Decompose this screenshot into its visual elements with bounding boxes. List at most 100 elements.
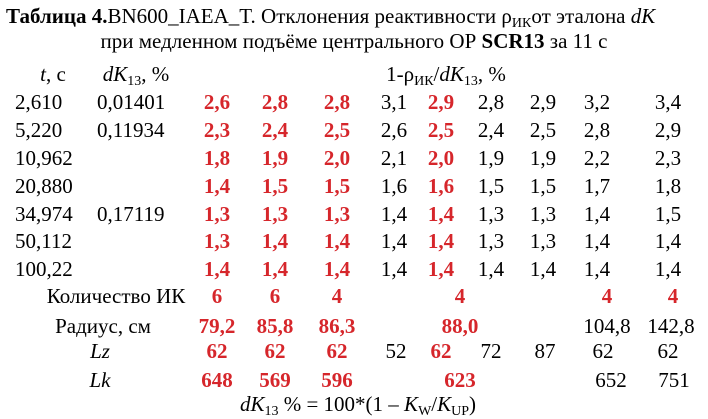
time-cell: 2,610: [15, 90, 63, 114]
value-cell: 1,3: [261, 202, 289, 226]
value-cell: 1,9: [261, 146, 289, 170]
value-cell: 1,4: [427, 202, 455, 226]
value-cell: 2,8: [583, 118, 611, 142]
radius-label: Радиус, см: [55, 314, 151, 338]
header-rho: 1-ρ: [386, 62, 415, 86]
title-line2-text: при медленном подъёме центрального ОР: [100, 29, 482, 53]
header-rho-unit: , %: [477, 62, 506, 86]
formula-kup-subscript: UP: [451, 404, 470, 419]
lk-cell: 623: [444, 368, 476, 392]
lz-cell: 72: [480, 339, 502, 363]
value-cell: 1,4: [654, 257, 682, 281]
value-cell: 2,1: [380, 146, 408, 170]
formula-dk: dK: [239, 392, 265, 416]
lk-cell: 648: [201, 368, 233, 392]
radius-cell: 104,8: [583, 314, 631, 338]
value-cell: 1,5: [477, 174, 505, 198]
rod-name: SCR13: [481, 29, 545, 53]
header-time: t, с: [40, 64, 66, 85]
value-cell: 1,4: [380, 202, 408, 226]
value-cell: 1,8: [654, 174, 682, 198]
time-cell: 50,112: [15, 229, 72, 253]
header-deviation: 1-ρИК/dK13, %: [386, 62, 506, 89]
header-rho-dk: dK: [439, 62, 464, 86]
formula-kw-subscript: W: [418, 404, 432, 419]
table-name: BN600_IAEA_T: [107, 4, 251, 28]
lz-cell: 62: [264, 339, 286, 363]
value-cell: 1,5: [529, 174, 557, 198]
value-cell: 1,9: [477, 146, 505, 170]
value-cell: 1,4: [583, 202, 611, 226]
count-cell: 6: [269, 284, 281, 308]
value-cell: 1,3: [529, 202, 557, 226]
dk-symbol: dK: [630, 4, 656, 28]
value-cell: 2,5: [529, 118, 557, 142]
value-cell: 1,4: [261, 257, 289, 281]
value-cell: 1,4: [323, 229, 351, 253]
value-cell: 3,4: [654, 90, 682, 114]
radius-cell: 85,8: [256, 314, 294, 338]
lz-cell: 62: [430, 339, 452, 363]
table-title-line2: при медленном подъёме центрального ОР SC…: [101, 31, 608, 52]
value-cell: 2,0: [323, 146, 351, 170]
value-cell: 2,3: [203, 118, 231, 142]
header-rho-dk-subscript: 13: [463, 74, 478, 89]
count-label: Количество ИК: [46, 284, 186, 308]
value-cell: 1,4: [427, 229, 455, 253]
time-cell: 20,880: [15, 174, 73, 198]
value-cell: 1,7: [583, 174, 611, 198]
count-cell: 4: [601, 284, 613, 308]
value-cell: 1,4: [583, 257, 611, 281]
header-dk-symbol: dK: [102, 62, 128, 86]
header-dk-unit: , %: [141, 62, 170, 86]
value-cell: 1,4: [203, 257, 231, 281]
title-description: . Отклонения реактивности ρ: [250, 4, 512, 28]
formula: dK13 % = 100*(1 – KW/KUP): [239, 392, 477, 419]
dk-cell: 0,11934: [97, 118, 165, 142]
value-cell: 2,9: [654, 118, 682, 142]
value-cell: 1,4: [380, 257, 408, 281]
value-cell: 1,4: [323, 257, 351, 281]
value-cell: 1,4: [380, 229, 408, 253]
lz-cell: 62: [657, 339, 679, 363]
radius-cell: 88,0: [441, 314, 479, 338]
lz-label: Lz: [90, 339, 110, 363]
value-cell: 2,4: [261, 118, 289, 142]
lz-cell: 87: [534, 339, 556, 363]
header-rho-subscript: ИК: [414, 74, 434, 89]
time-cell: 10,962: [15, 146, 73, 170]
rho-subscript: ИК: [511, 16, 532, 31]
header-dk: dK13, %: [102, 62, 170, 89]
lk-cell: 751: [658, 368, 690, 392]
count-cell: 4: [454, 284, 466, 308]
value-cell: 1,4: [529, 257, 557, 281]
formula-slash: /: [431, 392, 438, 416]
time-cell: 100,22: [15, 257, 73, 281]
lz-cell: 52: [385, 339, 407, 363]
time-cell: 34,974: [15, 202, 73, 226]
radius-cell: 86,3: [318, 314, 356, 338]
header-time-symbol: t: [40, 62, 47, 86]
value-cell: 1,4: [261, 229, 289, 253]
title-description-tail: от эталона: [531, 4, 631, 28]
count-cell: 4: [331, 284, 343, 308]
value-cell: 1,4: [477, 257, 505, 281]
dk-cell: 0,17119: [97, 202, 165, 226]
value-cell: 1,4: [203, 174, 231, 198]
value-cell: 2,9: [529, 90, 557, 114]
value-cell: 2,9: [427, 90, 455, 114]
table-title-line1: Таблица 4.BN600_IAEA_T. Отклонения реакт…: [6, 4, 656, 31]
lk-label: Lk: [89, 368, 111, 392]
value-cell: 2,6: [380, 118, 408, 142]
formula-kup: K: [437, 392, 452, 416]
formula-middle: % = 100*(1 –: [278, 392, 405, 416]
formula-end: ): [469, 392, 477, 416]
title-line2-tail: за 11 с: [544, 29, 608, 53]
formula-dk-subscript: 13: [264, 404, 279, 419]
value-cell: 2,5: [323, 118, 351, 142]
value-cell: 1,5: [654, 202, 682, 226]
value-cell: 1,3: [529, 229, 557, 253]
table-label: Таблица 4.: [6, 4, 108, 28]
value-cell: 1,3: [203, 202, 231, 226]
value-cell: 1,5: [261, 174, 289, 198]
